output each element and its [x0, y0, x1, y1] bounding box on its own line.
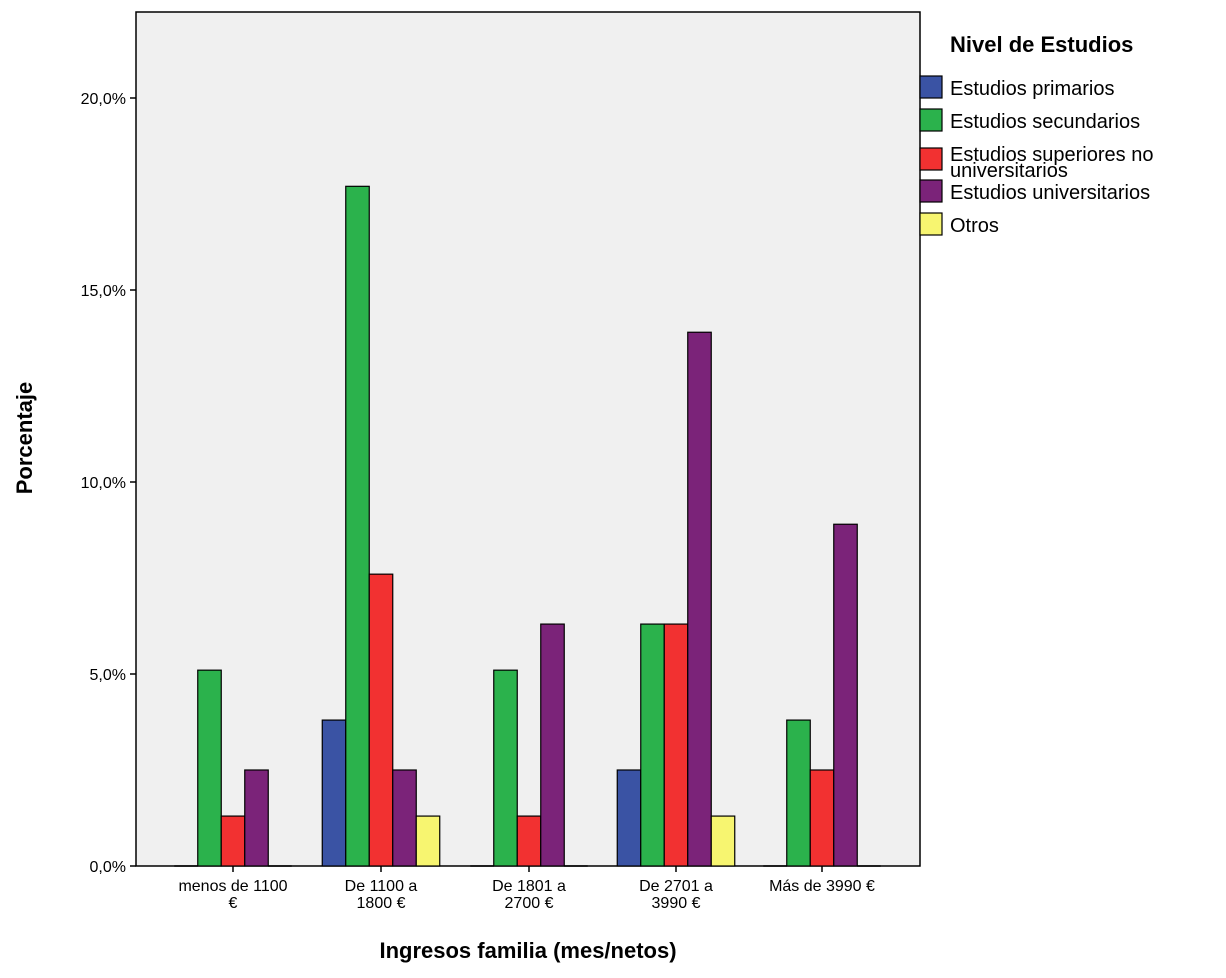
y-axis-title: Porcentaje	[12, 382, 37, 495]
legend-swatch	[919, 147, 943, 171]
bar	[415, 815, 441, 867]
x-tick-label-line: Más de 3990 €	[769, 878, 875, 895]
bar	[220, 815, 246, 867]
bar	[197, 669, 222, 867]
y-tick-label: 10,0%	[81, 475, 126, 492]
bar	[244, 769, 269, 867]
legend-label: Estudios primarios	[950, 78, 1115, 100]
legend-swatch	[919, 212, 943, 236]
x-tick-label-line: 1800 €	[357, 895, 406, 912]
x-tick-label-line: De 1801 a	[492, 878, 566, 895]
legend-swatch	[919, 75, 943, 99]
legend-label-line: Estudios superiores no	[950, 144, 1153, 166]
legend-swatch	[919, 179, 943, 203]
bar	[663, 623, 689, 867]
bar	[493, 669, 518, 867]
bar	[540, 623, 565, 867]
legend-label: Estudios superiores no universitarios	[950, 144, 1153, 182]
x-tick-label-line: De 2701 a	[639, 878, 713, 895]
x-axis: menos de 1100 € De 1100 a 1800 € De 1801 a 27…	[178, 866, 875, 912]
legend-label: Estudios universitarios	[950, 182, 1150, 204]
bar	[345, 185, 370, 867]
x-tick-label: Más de 3990 €	[769, 878, 875, 895]
bar	[687, 331, 712, 867]
legend-label-line: Estudios universitarios	[950, 182, 1150, 204]
legend-swatch	[919, 108, 943, 132]
x-tick-label-line: menos de 1100	[178, 878, 287, 895]
legend-label: Otros	[950, 215, 999, 237]
bar	[809, 769, 835, 867]
y-tick-label: 20,0%	[81, 91, 126, 108]
bar	[833, 523, 858, 867]
legend-label-line: Estudios secundarios	[950, 111, 1140, 133]
x-tick-label: menos de 1100 €	[178, 878, 287, 912]
x-tick-label-line: 3990 €	[652, 895, 701, 912]
legend: Nivel de Estudios Estudios primarios Estu…	[919, 32, 1153, 237]
x-tick-label-line: De 1100 a	[345, 878, 418, 895]
bars-group	[174, 185, 881, 867]
legend-label-line: Otros	[950, 215, 999, 237]
legend-label-line: Estudios primarios	[950, 78, 1115, 100]
bar	[368, 573, 394, 867]
x-tick-label-line: €	[229, 895, 238, 912]
legend-label-line: universitarios	[950, 160, 1068, 182]
x-tick-label: De 1801 a 2700 €	[492, 878, 566, 912]
y-tick-label: 5,0%	[90, 667, 126, 684]
x-tick-label: De 2701 a 3990 €	[639, 878, 713, 912]
legend-title: Nivel de Estudios	[950, 32, 1133, 57]
bar	[786, 719, 811, 867]
x-axis-title: Ingresos familia (mes/netos)	[379, 938, 676, 963]
x-tick-label: De 1100 a 1800 €	[345, 878, 418, 912]
y-axis: 0,0% 5,0% 10,0% 15,0% 20,0%	[81, 91, 136, 876]
y-tick-label: 0,0%	[90, 859, 126, 876]
bar	[640, 623, 665, 867]
bar	[710, 815, 736, 867]
bar	[321, 719, 347, 867]
bar	[616, 769, 642, 867]
bar	[516, 815, 542, 867]
y-tick-label: 15,0%	[81, 283, 126, 300]
legend-label: Estudios secundarios	[950, 111, 1140, 133]
bar	[392, 769, 417, 867]
x-tick-label-line: 2700 €	[505, 895, 554, 912]
